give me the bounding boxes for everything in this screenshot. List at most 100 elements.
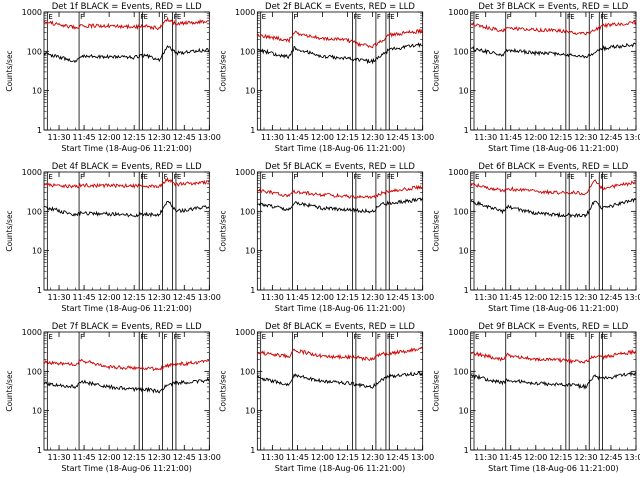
y-tick-label: 100: [453, 367, 468, 376]
x-tick-label: 13:00: [411, 133, 434, 142]
marker-label: E: [570, 333, 574, 341]
x-tick-label: 11:45: [73, 453, 96, 462]
y-tick-label: 1000: [448, 328, 468, 337]
x-tick-label: 12:45: [599, 293, 622, 302]
y-axis-label: Counts/sec: [218, 210, 227, 251]
marker-label: F: [590, 173, 594, 181]
x-tick-label: 13:00: [198, 293, 221, 302]
x-tick-label: 12:15: [549, 133, 572, 142]
x-tick-label: 12:00: [524, 453, 547, 462]
lld-trace: [470, 349, 637, 365]
y-tick-label: 10: [458, 87, 468, 96]
events-trace: [257, 42, 423, 65]
detector-panel-5: Det 5f BLACK = Events, RED = LLD 1 10 100 10…: [218, 162, 434, 313]
y-tick-label: 10: [245, 247, 255, 256]
x-tick-label: 12:30: [148, 133, 171, 142]
marker-label: E: [48, 13, 52, 21]
y-axis-label: Counts/sec: [432, 370, 441, 411]
marker-label: F: [507, 333, 511, 341]
marker-label: E: [262, 13, 266, 21]
marker-label: F: [590, 13, 594, 21]
events-trace: [257, 371, 424, 389]
y-tick-label: 100: [27, 47, 42, 56]
x-tick-label: 12:45: [173, 293, 196, 302]
x-tick-label: 13:00: [624, 133, 640, 142]
x-tick-label: 12:00: [98, 133, 121, 142]
y-tick-label: 100: [240, 207, 255, 216]
x-tick-label: 11:30: [47, 133, 70, 142]
events-trace: [470, 42, 637, 59]
plot-frame: [256, 171, 424, 291]
y-tick-label: 1: [464, 286, 469, 295]
detector-panel-1: Det 1f BLACK = Events, RED = LLD 1 10 100 10…: [5, 2, 221, 153]
marker-label: E: [357, 13, 361, 21]
y-tick-label: 10: [245, 87, 255, 96]
x-tick-label: 12:15: [123, 453, 146, 462]
panel-title: Det 4f BLACK = Events, RED = LLD: [52, 162, 202, 172]
x-tick-label: 12:30: [361, 453, 384, 462]
x-tick-label: 11:30: [261, 453, 284, 462]
y-tick-label: 100: [453, 47, 468, 56]
panel-title: Det 1f BLACK = Events, RED = LLD: [52, 2, 202, 12]
x-tick-label: 11:30: [47, 293, 70, 302]
detector-panel-7: Det 7f BLACK = Events, RED = LLD 1 10 100 10…: [5, 322, 221, 473]
x-tick-label: 12:30: [148, 453, 171, 462]
x-tick-label: 12:45: [173, 453, 196, 462]
x-tick-label: 12:30: [148, 293, 171, 302]
y-axis-label: Counts/sec: [5, 50, 14, 91]
plot-frame: [470, 11, 637, 131]
events-trace: [43, 44, 210, 64]
x-tick-label: 12:15: [336, 133, 359, 142]
x-axis-label: Start Time (18-Aug-06 11:21:00): [61, 304, 192, 313]
x-tick-label: 12:15: [123, 293, 146, 302]
x-axis-label: Start Time (18-Aug-06 11:21:00): [488, 464, 619, 473]
x-axis-label: Start Time (18-Aug-06 11:21:00): [61, 464, 192, 473]
x-tick-label: 12:00: [98, 293, 121, 302]
marker-label: E: [475, 333, 479, 341]
detector-panel-4: Det 4f BLACK = Events, RED = LLD 1 10 100 10…: [5, 162, 221, 313]
x-tick-label: 11:30: [474, 453, 497, 462]
marker-label: E: [570, 173, 574, 181]
marker-label: F: [80, 13, 84, 21]
x-tick-label: 13:00: [411, 453, 434, 462]
lld-trace: [43, 176, 210, 190]
y-tick-label: 100: [453, 207, 468, 216]
y-tick-label: 1000: [22, 8, 42, 17]
x-tick-label: 11:45: [73, 293, 96, 302]
marker-label: F: [293, 173, 297, 181]
marker-label: F: [80, 173, 84, 181]
y-tick-label: 1: [250, 446, 255, 455]
detector-panel-8: Det 8f BLACK = Events, RED = LLD 1 10 100 10…: [218, 322, 434, 473]
x-tick-label: 12:15: [549, 293, 572, 302]
x-axis-label: Start Time (18-Aug-06 11:21:00): [488, 304, 619, 313]
marker-label: F: [507, 173, 511, 181]
plot-frame: [256, 11, 424, 131]
marker-label: F: [164, 13, 168, 21]
x-tick-label: 12:45: [173, 133, 196, 142]
plot-frame: [43, 171, 210, 291]
marker-label: E: [144, 333, 148, 341]
y-axis-label: Counts/sec: [432, 50, 441, 91]
y-tick-label: 1000: [22, 328, 42, 337]
y-tick-label: 10: [32, 407, 42, 416]
x-tick-label: 11:30: [474, 293, 497, 302]
y-tick-label: 1: [464, 126, 469, 135]
y-tick-label: 1000: [235, 168, 255, 177]
x-tick-label: 12:15: [123, 133, 146, 142]
marker-label: E: [604, 333, 608, 341]
panel-title: Det 8f BLACK = Events, RED = LLD: [265, 322, 415, 332]
detector-panel-9: Det 9f BLACK = Events, RED = LLD 1 10 100 10…: [432, 322, 640, 473]
y-tick-label: 10: [32, 247, 42, 256]
x-tick-label: 11:45: [286, 293, 309, 302]
y-tick-label: 100: [27, 367, 42, 376]
x-tick-label: 11:30: [261, 293, 284, 302]
x-tick-label: 12:45: [386, 453, 409, 462]
x-tick-label: 13:00: [624, 293, 640, 302]
y-axis-label: Counts/sec: [5, 370, 14, 411]
lld-trace: [470, 19, 637, 36]
x-tick-label: 13:00: [198, 453, 221, 462]
x-tick-label: 12:45: [386, 293, 409, 302]
x-tick-label: 12:30: [574, 453, 597, 462]
marker-label: E: [475, 13, 479, 21]
panel-title: Det 9f BLACK = Events, RED = LLD: [478, 322, 628, 332]
